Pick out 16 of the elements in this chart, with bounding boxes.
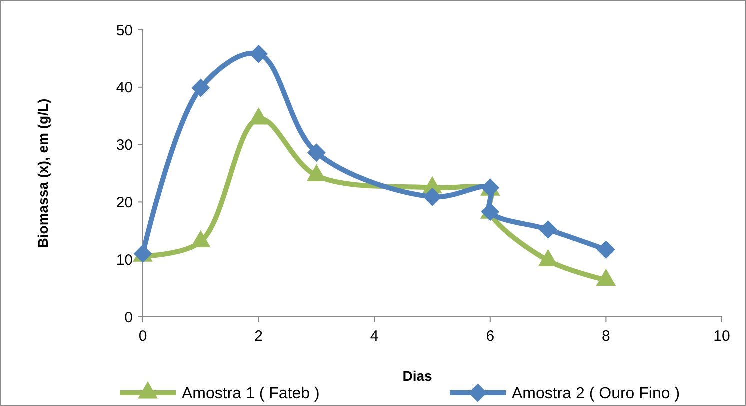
- y-tick-label: 20: [116, 194, 133, 212]
- x-tick-label: 2: [254, 328, 263, 345]
- legend-label: Amostra 1 ( Fateb ): [182, 386, 320, 403]
- x-tick-label: 4: [370, 328, 379, 345]
- x-tick-label: 8: [602, 328, 610, 345]
- x-tick-label: 6: [486, 328, 495, 345]
- y-tick-label: 30: [116, 137, 133, 154]
- y-tick-label: 40: [116, 80, 133, 97]
- x-tick-label: 0: [138, 328, 148, 345]
- y-tick-label: 0: [124, 309, 133, 326]
- x-tick-label: 10: [714, 328, 730, 345]
- y-axis-title: Biomassa (x), em (g/L): [35, 98, 51, 248]
- legend-label: Amostra 2 ( Ouro Fino ): [512, 386, 680, 403]
- y-tick-label: 50: [116, 22, 133, 40]
- x-axis-title: Dias: [402, 368, 432, 384]
- y-tick-label: 10: [116, 252, 133, 269]
